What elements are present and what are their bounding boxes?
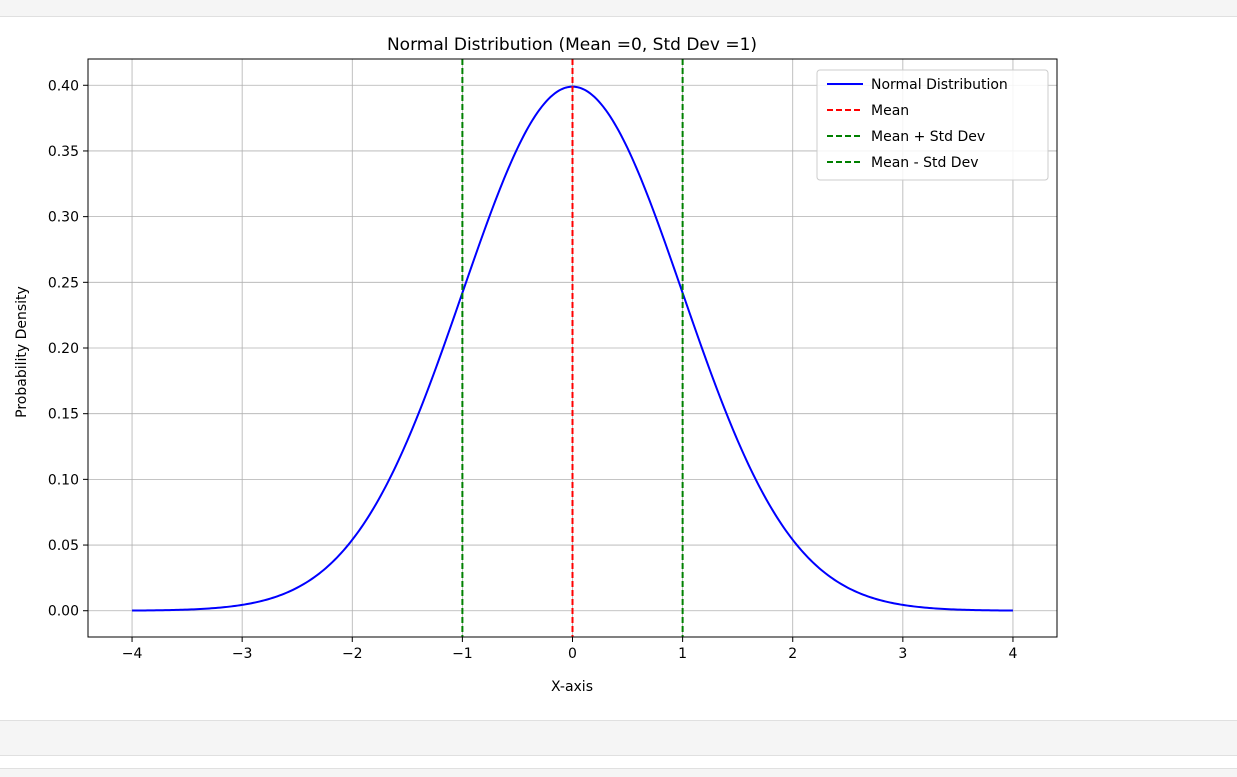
y-tick-label: 0.25 — [48, 275, 79, 291]
x-tick-label: −2 — [342, 646, 363, 662]
ticks: −4 −3 −2 −1 0 1 2 3 4 0.00 0.05 0.10 0.15 0.20 0.25 0.3… — [48, 78, 1018, 662]
legend-label: Mean - Std Dev — [871, 155, 979, 171]
y-tick-label: 0.35 — [48, 144, 79, 160]
legend-label: Mean — [871, 103, 909, 119]
x-tick-label: −1 — [452, 646, 473, 662]
legend-label: Normal Distribution — [871, 77, 1008, 93]
legend-box — [816, 69, 1049, 181]
x-tick-label: 3 — [898, 646, 907, 662]
x-axis-label: X-axis — [551, 679, 593, 695]
notebook-cell-top — [0, 0, 1237, 17]
notebook-empty-cell[interactable] — [0, 720, 1237, 756]
x-tick-label: −3 — [232, 646, 253, 662]
x-tick-label: 0 — [568, 646, 577, 662]
y-tick-label: 0.00 — [48, 604, 79, 620]
x-tick-label: −4 — [122, 646, 143, 662]
x-tick-label: 2 — [788, 646, 797, 662]
y-tick-label: 0.15 — [48, 407, 79, 423]
series-layer — [132, 59, 1013, 637]
y-tick-label: 0.30 — [48, 210, 79, 226]
x-tick-label: 4 — [1008, 646, 1017, 662]
y-tick-label: 0.40 — [48, 78, 79, 94]
x-tick-label: 1 — [678, 646, 687, 662]
notebook-next-cell[interactable] — [0, 768, 1237, 777]
y-tick-label: 0.05 — [48, 538, 79, 554]
chart-title: Normal Distribution (Mean =0, Std Dev =1… — [387, 35, 757, 55]
y-axis-label: Probability Density — [14, 286, 30, 418]
legend-label: Mean + Std Dev — [871, 129, 985, 145]
legend: Normal Distribution Mean Mean + Std Dev Mea… — [816, 69, 1049, 181]
y-tick-label: 0.20 — [48, 341, 79, 357]
y-tick-label: 0.10 — [48, 472, 79, 488]
